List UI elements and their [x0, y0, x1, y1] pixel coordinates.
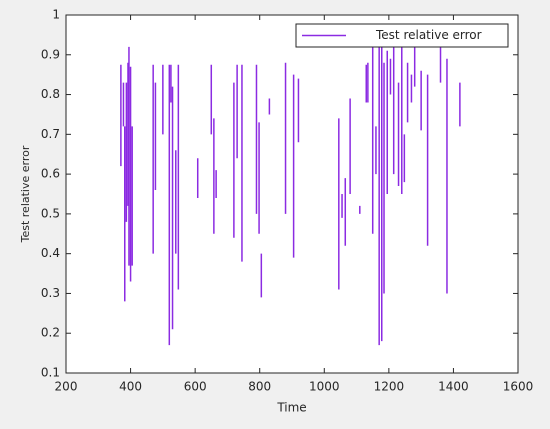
y-tick-label: 0.7 — [41, 127, 60, 141]
y-tick-label: 0.6 — [41, 167, 60, 181]
y-tick-label: 0.5 — [41, 206, 60, 220]
x-tick-label: 1600 — [503, 380, 534, 394]
y-axis-label: Test relative error — [19, 145, 32, 243]
x-tick-label: 1400 — [438, 380, 469, 394]
y-tick-label: 0.3 — [41, 286, 60, 300]
x-tick-label: 800 — [248, 380, 271, 394]
x-axis-label: Time — [276, 401, 306, 415]
x-tick-label: 1000 — [309, 380, 340, 394]
plot-area — [65, 14, 519, 374]
y-tick-label: 0.1 — [41, 366, 60, 380]
y-tick-label: 0.9 — [41, 47, 60, 61]
data-line — [120, 42, 461, 346]
x-tick-label: 1200 — [374, 380, 405, 394]
legend-box — [295, 23, 509, 48]
legend-label: Test relative error — [375, 28, 482, 42]
y-tick-label: 1 — [52, 8, 60, 22]
y-tick-label: 0.4 — [41, 246, 60, 260]
x-tick-label: 400 — [119, 380, 142, 394]
y-tick-label: 0.2 — [41, 326, 60, 340]
x-tick-label: 600 — [184, 380, 207, 394]
y-tick-label: 0.8 — [41, 87, 60, 101]
x-tick-label: 200 — [55, 380, 78, 394]
